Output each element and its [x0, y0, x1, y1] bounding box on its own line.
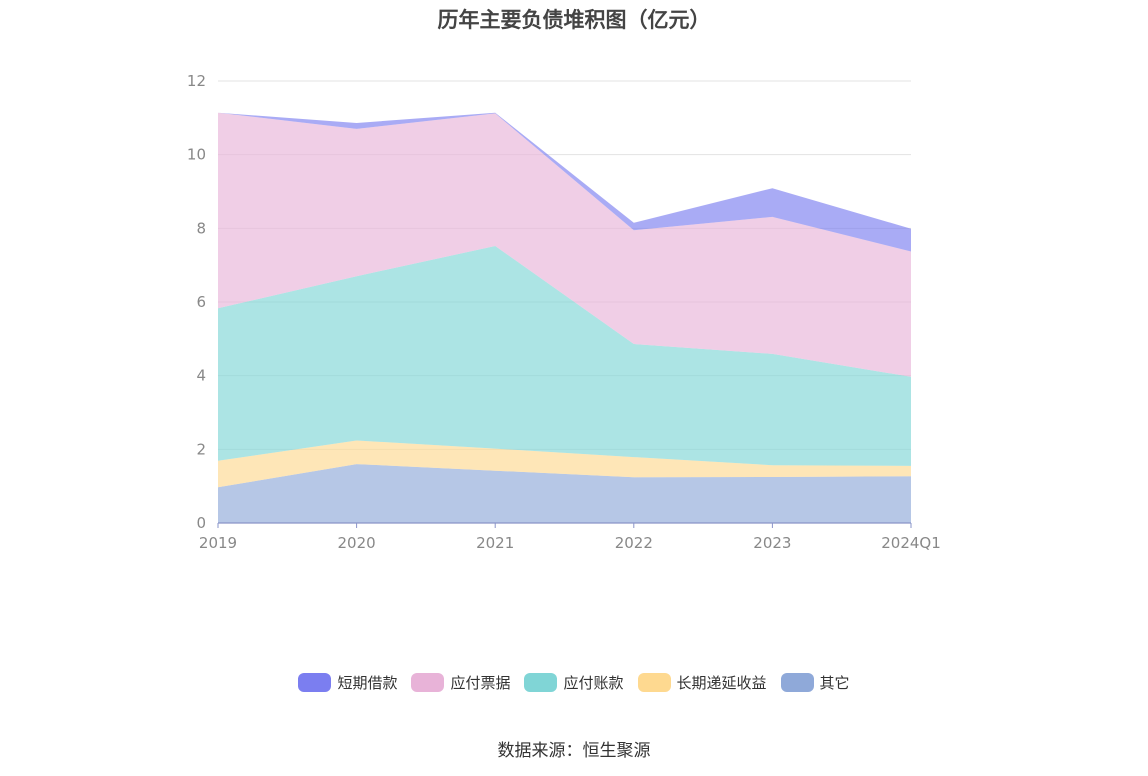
- area-其它: [218, 464, 911, 523]
- data-source: 数据来源：恒生聚源: [497, 741, 651, 761]
- legend-label: 短期借款: [337, 674, 398, 692]
- area-应付账款: [218, 246, 911, 466]
- x-tick-label: 2023: [753, 534, 791, 552]
- area-应付票据: [218, 112, 911, 377]
- legend-swatch: [411, 673, 445, 692]
- y-tick-label: 0: [196, 514, 206, 532]
- legend-swatch: [637, 673, 671, 692]
- x-tick-label: 2020: [338, 534, 376, 552]
- x-tick-label: 2019: [199, 534, 237, 552]
- y-tick-label: 6: [196, 293, 206, 311]
- legend-label: 应付账款: [563, 674, 624, 692]
- legend: 短期借款 应付票据 应付账款 长期递延收益 其它: [0, 672, 1148, 693]
- legend-item[interactable]: 短期借款: [298, 672, 397, 693]
- legend-swatch: [524, 673, 558, 692]
- y-tick-label: 10: [187, 146, 206, 164]
- x-tick-label: 2021: [476, 534, 514, 552]
- legend-swatch: [298, 673, 332, 692]
- legend-item[interactable]: 应付票据: [411, 672, 510, 693]
- legend-label: 长期递延收益: [676, 674, 767, 692]
- legend-item[interactable]: 应付账款: [524, 672, 624, 693]
- axes: 0 2 4 6 8 10 12 2019 2020 2021 2022 2023 2024Q1: [187, 72, 941, 552]
- y-tick-label: 8: [196, 219, 206, 237]
- legend-item[interactable]: 长期递延收益: [637, 672, 767, 693]
- legend-label: 应付票据: [450, 674, 511, 692]
- legend-swatch: [780, 673, 814, 692]
- legend-label: 其它: [819, 674, 850, 692]
- area-短期借款: [218, 112, 911, 252]
- area-长期递延收益: [218, 440, 911, 488]
- area-series: [218, 112, 911, 523]
- y-tick-label: 4: [196, 367, 206, 385]
- y-tick-label: 2: [196, 440, 206, 458]
- x-tick-label: 2024Q1: [881, 534, 941, 552]
- chart-title: 历年主要负债堆积图（亿元）: [437, 8, 711, 32]
- y-tick-label: 12: [187, 72, 206, 90]
- legend-item[interactable]: 其它: [780, 672, 850, 693]
- x-tick-label: 2022: [615, 534, 653, 552]
